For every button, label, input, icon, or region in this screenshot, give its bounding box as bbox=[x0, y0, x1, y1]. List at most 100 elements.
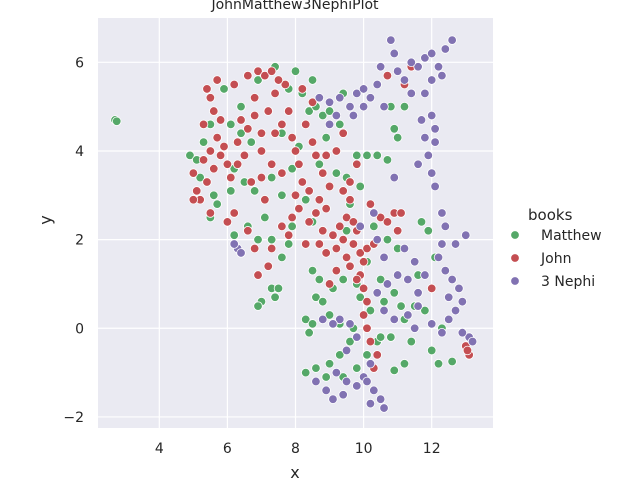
data-point bbox=[365, 398, 376, 409]
data-point bbox=[372, 350, 382, 360]
data-point bbox=[392, 270, 403, 280]
data-point bbox=[318, 314, 328, 325]
data-point bbox=[226, 186, 236, 196]
data-point bbox=[219, 84, 229, 94]
data-point bbox=[253, 234, 263, 245]
data-point bbox=[188, 195, 199, 205]
data-point bbox=[396, 301, 406, 311]
series-3-nephi bbox=[229, 35, 478, 413]
data-point bbox=[348, 239, 359, 249]
data-point bbox=[236, 128, 246, 138]
data-point bbox=[229, 239, 239, 249]
data-point bbox=[331, 110, 342, 121]
data-point bbox=[358, 257, 369, 267]
data-point bbox=[430, 181, 440, 192]
data-point bbox=[294, 159, 304, 169]
data-point bbox=[389, 124, 399, 134]
data-point bbox=[243, 226, 253, 236]
x-tick-label: 6 bbox=[223, 441, 232, 457]
data-point bbox=[416, 217, 427, 227]
data-point bbox=[311, 292, 321, 302]
data-point bbox=[202, 177, 212, 187]
data-point bbox=[406, 88, 416, 99]
data-point bbox=[406, 336, 416, 347]
data-point bbox=[406, 57, 416, 68]
data-point bbox=[307, 75, 318, 85]
data-point bbox=[205, 146, 216, 156]
data-point bbox=[236, 248, 246, 258]
data-point bbox=[212, 132, 222, 143]
data-point bbox=[365, 199, 376, 209]
data-point bbox=[392, 132, 403, 143]
data-point bbox=[185, 150, 195, 161]
data-point bbox=[352, 381, 362, 391]
data-point bbox=[372, 234, 382, 245]
data-point bbox=[396, 208, 406, 218]
data-point bbox=[266, 243, 277, 254]
data-point bbox=[375, 62, 386, 72]
data-point bbox=[253, 66, 263, 76]
data-point bbox=[229, 230, 239, 240]
data-point bbox=[232, 159, 243, 169]
data-point bbox=[253, 301, 263, 311]
data-point bbox=[277, 252, 287, 263]
data-point bbox=[304, 186, 314, 196]
data-point bbox=[273, 75, 284, 85]
data-point bbox=[263, 261, 273, 271]
data-point bbox=[321, 385, 331, 396]
data-point bbox=[287, 132, 297, 143]
data-point bbox=[409, 257, 420, 267]
data-point bbox=[253, 270, 263, 280]
data-point bbox=[297, 177, 308, 187]
data-point bbox=[427, 283, 437, 294]
data-point bbox=[331, 367, 342, 378]
data-point bbox=[341, 252, 352, 263]
data-point bbox=[345, 177, 355, 187]
data-point bbox=[375, 332, 386, 342]
data-point bbox=[277, 190, 287, 200]
data-point bbox=[423, 150, 434, 161]
data-point bbox=[375, 274, 386, 285]
data-point bbox=[430, 124, 440, 134]
data-point bbox=[403, 310, 413, 320]
x-tick-label: 12 bbox=[423, 441, 441, 457]
data-point bbox=[321, 248, 331, 258]
data-point bbox=[382, 234, 393, 245]
data-point bbox=[420, 305, 430, 316]
data-point bbox=[324, 97, 335, 107]
data-point bbox=[437, 328, 447, 338]
data-point bbox=[318, 110, 328, 121]
legend: books Matthew John 3 Nephi bbox=[510, 206, 602, 290]
data-point bbox=[270, 88, 280, 99]
data-point bbox=[348, 110, 359, 121]
data-point bbox=[454, 283, 464, 294]
legend-marker bbox=[510, 230, 520, 240]
data-point bbox=[314, 274, 325, 285]
data-point bbox=[355, 292, 365, 302]
data-point bbox=[222, 159, 233, 169]
y-tick-label: 4 bbox=[75, 144, 84, 160]
data-point bbox=[209, 106, 219, 116]
data-point bbox=[307, 97, 318, 107]
data-point bbox=[379, 305, 389, 316]
data-point bbox=[236, 115, 246, 125]
x-tick-label: 4 bbox=[155, 441, 164, 457]
data-point bbox=[215, 150, 226, 161]
data-point bbox=[328, 394, 338, 404]
data-point bbox=[413, 301, 423, 311]
data-point bbox=[260, 70, 270, 81]
data-point bbox=[239, 150, 250, 161]
data-point bbox=[420, 270, 430, 280]
data-point bbox=[283, 106, 294, 116]
data-point bbox=[355, 221, 365, 232]
data-point bbox=[307, 137, 318, 147]
data-point bbox=[358, 310, 369, 320]
data-point bbox=[301, 119, 311, 130]
data-point bbox=[382, 217, 393, 227]
data-point bbox=[324, 359, 335, 369]
data-point bbox=[324, 119, 335, 130]
data-point bbox=[195, 172, 205, 183]
data-point bbox=[345, 261, 355, 271]
data-point bbox=[355, 181, 365, 192]
data-point bbox=[345, 195, 355, 205]
